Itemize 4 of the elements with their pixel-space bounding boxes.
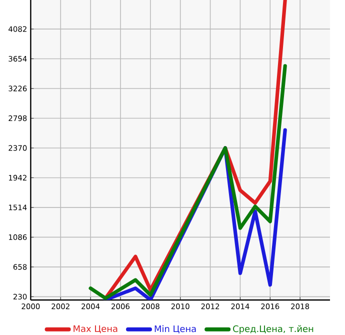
legend-label: Max Цена [74, 325, 118, 334]
legend-label: Min Цена [154, 325, 196, 334]
line-series [88, 64, 287, 300]
legend-label: Сред.Цена, т.йен [233, 325, 314, 334]
